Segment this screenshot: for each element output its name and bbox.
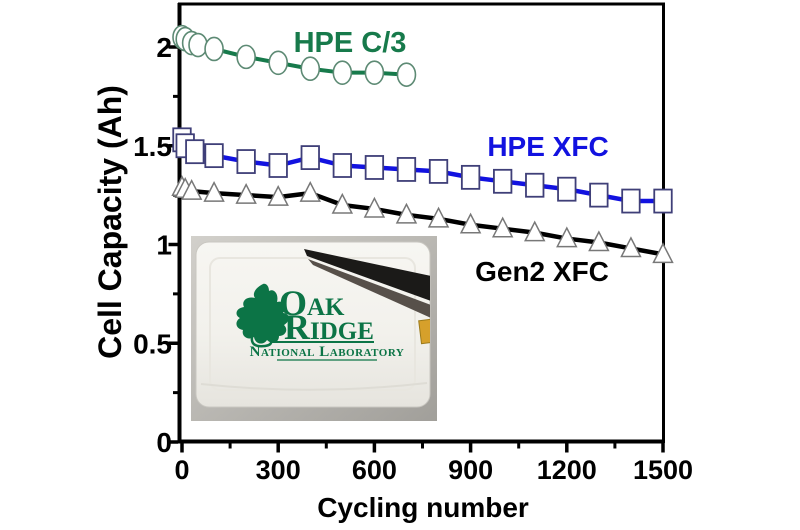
x-tick-label-900: 900 [448, 455, 493, 485]
marker-circle-hpe-c-3 [204, 36, 224, 62]
marker-triangle-gen2-xfc [427, 206, 450, 228]
x-tick-label-300: 300 [256, 455, 301, 485]
gold-tab [418, 318, 430, 345]
marker-square-hpe-xfc [428, 159, 449, 184]
series-label-hpe-xfc: HPE XFC [487, 131, 608, 162]
marker-triangle-gen2-xfc [267, 184, 289, 206]
marker-square-hpe-xfc [460, 164, 481, 190]
marker-triangle-gen2-xfc [491, 216, 514, 238]
series-hpe-xfc [172, 127, 673, 214]
series-gen2-xfc [171, 175, 674, 264]
y-tick-label-2: 2 [156, 32, 172, 63]
x-tick-label-1200: 1200 [537, 455, 597, 485]
logo-text-ridge: Ridge [284, 307, 374, 347]
marker-circle-hpe-c-3 [300, 56, 321, 82]
marker-circle-hpe-c-3 [188, 32, 208, 58]
marker-triangle-gen2-xfc [620, 236, 642, 258]
y-tick-label-0-5: 0.5 [133, 328, 172, 359]
pouch-surface-details [200, 249, 430, 391]
axes-layer: 0 300 600 900 1200 1500 0 0.5 1 1.5 2 [133, 2, 693, 485]
marker-triangle-gen2-xfc [235, 182, 257, 204]
marker-square-hpe-xfc [621, 188, 641, 214]
marker-triangle-gen2-xfc [363, 196, 386, 218]
marker-square-hpe-xfc [589, 182, 609, 208]
x-tick-label-600: 600 [352, 455, 397, 485]
marker-square-hpe-xfc [653, 188, 673, 214]
logo-text-oak: Oak [279, 283, 345, 323]
marker-circle-hpe-c-3 [268, 50, 289, 76]
marker-square-hpe-xfc [236, 149, 256, 174]
marker-square-hpe-xfc [396, 157, 417, 182]
marker-square-hpe-xfc [300, 145, 320, 171]
series-label-hpe-c-3: HPE C/3 [294, 27, 407, 59]
marker-square-hpe-xfc [493, 168, 513, 194]
marker-triangle-gen2-xfc [652, 242, 674, 264]
marker-circle-hpe-c-3 [236, 44, 256, 70]
y-tick-label-0: 0 [156, 427, 172, 458]
marker-square-hpe-xfc [557, 176, 577, 202]
marker-circle-hpe-c-3 [364, 60, 385, 85]
marker-triangle-gen2-xfc [180, 179, 203, 200]
marker-square-hpe-xfc [204, 143, 224, 169]
marker-triangle-gen2-xfc [299, 181, 321, 202]
oak-leaf-icon [236, 283, 289, 344]
marker-square-hpe-xfc [525, 172, 545, 198]
pouch-wrinkle [200, 382, 428, 391]
x-axis-title: Cycling number [317, 492, 529, 523]
marker-square-hpe-xfc [185, 139, 205, 165]
series-layer [171, 24, 674, 264]
marker-triangle-gen2-xfc [556, 226, 578, 248]
dark-stripe-black [304, 249, 430, 301]
series-label-gen2-xfc: Gen2 XFC [475, 256, 609, 287]
marker-square-hpe-xfc [268, 153, 288, 178]
marker-triangle-gen2-xfc [331, 192, 354, 214]
series-hpe-c-3 [172, 24, 417, 87]
marker-circle-hpe-c-3 [332, 60, 353, 85]
marker-square-hpe-xfc [364, 155, 385, 180]
labels-layer: Cycling number Cell Capacity (Ah) HPE C/3 H… [92, 27, 609, 523]
marker-triangle-gen2-xfc [459, 212, 482, 234]
marker-square-hpe-xfc [332, 153, 352, 178]
marker-circle-hpe-c-3 [396, 62, 417, 87]
logo-text-national-laboratory: National Laboratory [250, 344, 405, 360]
marker-triangle-gen2-xfc [524, 220, 546, 242]
y-tick-label-1-5: 1.5 [133, 131, 172, 162]
x-tick-label-0: 0 [174, 455, 189, 485]
dark-stripe-taupe [308, 259, 430, 318]
x-tick-label-1500: 1500 [633, 455, 693, 485]
y-tick-label-1: 1 [156, 230, 172, 261]
marker-triangle-gen2-xfc [588, 230, 610, 252]
marker-triangle-gen2-xfc [395, 202, 418, 224]
y-axis-title: Cell Capacity (Ah) [92, 85, 128, 359]
marker-triangle-gen2-xfc [203, 181, 225, 202]
